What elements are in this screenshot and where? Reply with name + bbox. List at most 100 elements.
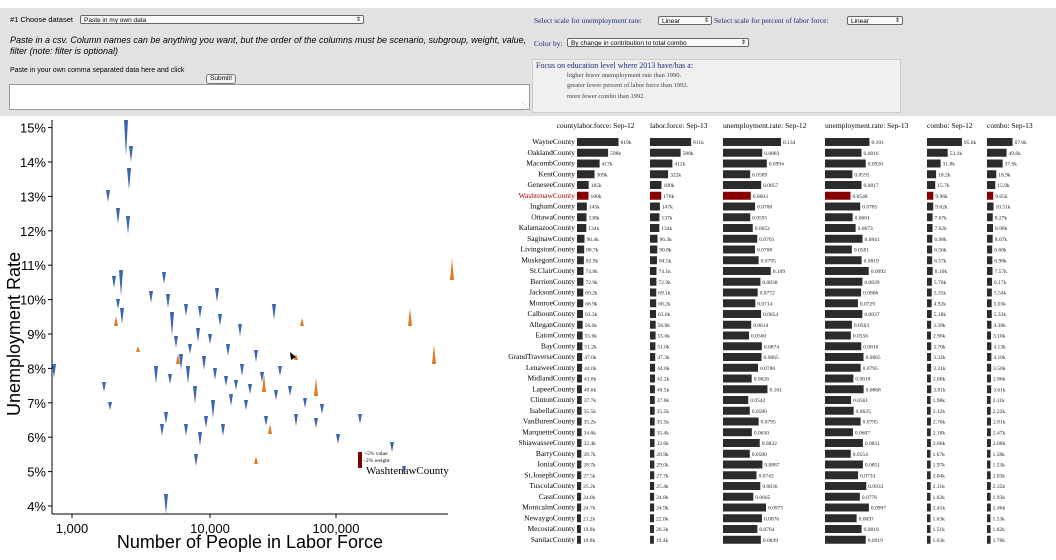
county-glyph[interactable] bbox=[188, 344, 192, 354]
county-glyph[interactable] bbox=[184, 424, 188, 436]
county-glyph[interactable] bbox=[174, 336, 178, 348]
table-row[interactable]: BayCounty 51.2k 51.0k 0.0874 0.0810 3.70k 4.13… bbox=[541, 341, 1006, 351]
table-row[interactable]: MecostaCounty 19.8k 20.3k 0.0764 0.0818 1.51k… bbox=[528, 524, 1006, 533]
table-row[interactable]: NewaygoCounty 21.2k 22.0k 0.0876 0.0697 1.63k… bbox=[524, 513, 1005, 523]
table-row[interactable]: KentCounty 309k 322k 0.0589 0.0593 18.2k 18.9k bbox=[538, 169, 1011, 179]
color-by-select[interactable]: By change in contribution to total combo… bbox=[567, 38, 749, 47]
labor-scale-select[interactable]: Linear ⇕ bbox=[847, 16, 903, 25]
table-row[interactable]: MuskegonCounty 82.9k 84.5k 0.0795 0.0819 6.57… bbox=[521, 255, 1007, 265]
county-glyph[interactable] bbox=[193, 386, 197, 404]
county-glyph[interactable] bbox=[211, 400, 215, 418]
table-row[interactable]: VanBurenCounty 35.2k 35.5k 0.0795 0.0795 2.76… bbox=[523, 417, 1006, 426]
table-row[interactable]: TuscolaCounty 25.2k 25.4k 0.0836 0.0933 2.11k… bbox=[529, 481, 1005, 490]
county-glyph[interactable] bbox=[208, 334, 212, 344]
highlight-glyph[interactable] bbox=[358, 452, 362, 468]
county-glyph[interactable] bbox=[336, 434, 340, 444]
table-row[interactable]: BarryCounty 28.7k 28.9k 0.0580 0.0554 1.67k 1.… bbox=[536, 449, 1005, 458]
county-glyph[interactable] bbox=[114, 316, 118, 326]
county-glyph[interactable] bbox=[238, 324, 242, 336]
county-glyph[interactable] bbox=[320, 404, 324, 414]
county-glyph[interactable] bbox=[149, 291, 153, 303]
county-glyph[interactable] bbox=[160, 424, 164, 436]
county-glyph[interactable] bbox=[52, 364, 56, 378]
table-row[interactable]: MacombCounty 417k 412k 0.0994 0.0920 31.8k 37.… bbox=[526, 159, 1017, 168]
county-glyph[interactable] bbox=[274, 390, 278, 400]
table-row[interactable]: GrandTraverseCounty 47.0k 47.3k 0.0865 0.086… bbox=[508, 352, 1006, 361]
table-row[interactable]: CalhounCounty 63.3k 63.6k 0.0854 0.0837 5.18k… bbox=[527, 309, 1006, 318]
county-glyph[interactable] bbox=[162, 272, 166, 284]
county-glyph[interactable] bbox=[198, 432, 202, 446]
county-glyph[interactable] bbox=[229, 394, 233, 406]
county-glyph[interactable] bbox=[202, 356, 206, 370]
county-glyph[interactable] bbox=[213, 368, 217, 380]
county-glyph[interactable] bbox=[432, 344, 436, 364]
county-glyph[interactable] bbox=[224, 376, 228, 386]
table-row[interactable]: ShiawasseeCounty 32.4k 32.6k 0.0822 0.0851 2.… bbox=[518, 438, 1006, 447]
table-row[interactable]: GeneseeCounty 185k 180k 0.0857 0.0817 15.7k 15… bbox=[528, 180, 1010, 189]
resize-handle-icon[interactable]: ⋱ bbox=[522, 103, 528, 109]
county-glyph[interactable] bbox=[300, 318, 304, 326]
submit-button[interactable]: Submit! bbox=[206, 74, 237, 84]
county-glyph[interactable] bbox=[194, 454, 198, 466]
table-row[interactable]: LenaweeCounty 44.0k 44.0k 0.0780 0.0795 3.31k… bbox=[526, 363, 1006, 372]
county-glyph[interactable] bbox=[186, 366, 190, 384]
focus-line-combo[interactable]: more fewer combo than 1992. bbox=[567, 93, 646, 100]
county-glyph[interactable] bbox=[254, 350, 258, 362]
county-glyph[interactable] bbox=[116, 208, 120, 224]
table-row[interactable]: SaginawCounty 96.4k 96.3k 0.0761 0.0841 6.98k… bbox=[527, 234, 1007, 243]
county-glyph[interactable] bbox=[314, 418, 318, 428]
table-row[interactable]: InghamCounty 145k 147k 0.0708 0.0785 9.62k 10.… bbox=[530, 202, 1011, 211]
county-glyph[interactable] bbox=[215, 288, 219, 302]
county-glyph[interactable] bbox=[154, 366, 158, 384]
table-row[interactable]: AlleganCounty 56.6k 56.8k 0.0614 0.0583 3.39k… bbox=[529, 320, 1006, 329]
county-glyph[interactable] bbox=[234, 380, 238, 390]
table-row[interactable]: JacksonCounty 69.2k 69.1k 0.0772 0.0806 5.35k… bbox=[529, 288, 1006, 297]
county-glyph[interactable] bbox=[260, 372, 264, 382]
county-glyph[interactable] bbox=[168, 374, 172, 384]
county-glyph[interactable] bbox=[116, 299, 120, 309]
table-row[interactable]: KalamazooCounty 134k 134k 0.0652 0.0673 7.62k… bbox=[519, 223, 1008, 232]
county-glyph[interactable] bbox=[176, 354, 180, 364]
county-glyph[interactable] bbox=[268, 424, 272, 434]
county-glyph[interactable] bbox=[119, 270, 123, 296]
table-row[interactable]: CassCounty 24.8k 24.8k 0.0665 0.0776 1.62k 1.9… bbox=[539, 492, 1006, 501]
county-glyph[interactable] bbox=[218, 314, 222, 326]
county-glyph[interactable] bbox=[358, 414, 362, 424]
table-row[interactable]: MidlandCounty 41.8k 42.2k 0.0626 0.0618 2.60k… bbox=[527, 374, 1006, 383]
table-row[interactable]: WashtenawCounty 180k 176k 0.0603 0.0548 9.96k… bbox=[519, 191, 1008, 200]
unemployment-scale-select[interactable]: Linear ⇕ bbox=[658, 16, 712, 25]
table-row[interactable]: BerrienCounty 72.9k 72.9k 0.0838 0.0839 5.70k… bbox=[530, 277, 1007, 286]
table-row[interactable]: IoniaCounty 28.7k 29.0k 0.0887 0.0851 1.97k 1.… bbox=[538, 460, 1006, 469]
county-glyph[interactable] bbox=[126, 216, 130, 234]
county-glyph[interactable] bbox=[196, 328, 200, 342]
county-glyph[interactable] bbox=[164, 412, 168, 424]
county-glyph[interactable] bbox=[102, 382, 106, 392]
table-row[interactable]: MontcalmCounty 24.7k 24.9k 0.0975 0.0997 2.41… bbox=[522, 503, 1005, 512]
dataset-select[interactable]: Paste in my own data ⇕ bbox=[80, 15, 364, 24]
table-row[interactable]: IsabellaCounty 35.5k 35.5k 0.0580 0.0625 2.12… bbox=[530, 406, 1006, 415]
county-glyph[interactable] bbox=[112, 276, 116, 288]
county-glyph[interactable] bbox=[314, 378, 318, 396]
table-row[interactable]: EatonCounty 55.6k 55.6k 0.0560 0.0556 2.96k 3.… bbox=[535, 331, 1006, 340]
table-row[interactable]: St.JosephCounty 27.5k 27.7k 0.0743 0.0733 2.0… bbox=[524, 470, 1005, 480]
csv-textarea[interactable]: ⋱ bbox=[9, 84, 530, 110]
county-glyph[interactable] bbox=[272, 304, 276, 320]
county-glyph[interactable] bbox=[184, 304, 188, 316]
table-row[interactable]: OttawaCounty 138k 137k 0.0591 0.0601 7.67k 8.2… bbox=[531, 212, 1007, 222]
county-glyph[interactable] bbox=[106, 190, 110, 202]
table-row[interactable]: ClintonCounty 37.7k 37.6k 0.0542 0.0561 1.98k… bbox=[530, 395, 1005, 404]
county-glyph[interactable] bbox=[124, 120, 128, 156]
county-glyph[interactable] bbox=[129, 146, 133, 162]
county-glyph[interactable] bbox=[226, 344, 230, 356]
county-glyph[interactable] bbox=[204, 416, 208, 428]
county-glyph[interactable] bbox=[221, 424, 225, 436]
county-glyph[interactable] bbox=[264, 416, 268, 426]
county-glyph[interactable] bbox=[262, 374, 266, 392]
county-glyph[interactable] bbox=[248, 384, 252, 394]
county-glyph[interactable] bbox=[240, 364, 244, 376]
county-glyph[interactable] bbox=[294, 414, 298, 426]
county-glyph[interactable] bbox=[254, 456, 258, 464]
focus-line-labor[interactable]: greater fewer percent of labor force tha… bbox=[567, 82, 689, 89]
county-glyph[interactable] bbox=[408, 308, 412, 326]
county-glyph[interactable] bbox=[288, 386, 292, 396]
